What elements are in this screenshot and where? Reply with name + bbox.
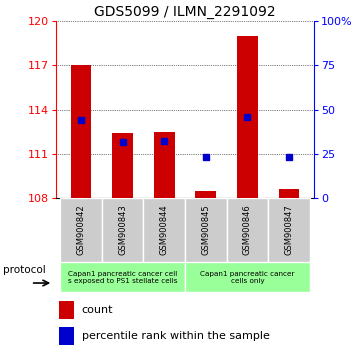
Text: GSM900844: GSM900844: [160, 205, 169, 256]
Bar: [279, 189, 300, 198]
Bar: [185, 262, 310, 292]
Bar: [112, 133, 133, 198]
Text: GSM900846: GSM900846: [243, 205, 252, 256]
Text: count: count: [82, 305, 113, 315]
Text: GSM900847: GSM900847: [284, 205, 293, 256]
Text: Capan1 pancreatic cancer cell
s exposed to PS1 stellate cells: Capan1 pancreatic cancer cell s exposed …: [68, 270, 177, 284]
Bar: [60, 198, 102, 262]
Bar: [185, 198, 227, 262]
Bar: [70, 65, 91, 198]
Title: GDS5099 / ILMN_2291092: GDS5099 / ILMN_2291092: [94, 5, 276, 19]
Text: GSM900845: GSM900845: [201, 205, 210, 256]
Bar: [143, 198, 185, 262]
Bar: [58, 327, 74, 345]
Bar: [60, 262, 185, 292]
Text: protocol: protocol: [3, 266, 45, 275]
Bar: [154, 132, 175, 198]
Bar: [102, 198, 143, 262]
Bar: [268, 198, 310, 262]
Bar: [227, 198, 268, 262]
Text: GSM900843: GSM900843: [118, 205, 127, 256]
Text: GSM900842: GSM900842: [77, 205, 86, 256]
Text: percentile rank within the sample: percentile rank within the sample: [82, 331, 270, 341]
Bar: [237, 36, 258, 198]
Text: Capan1 pancreatic cancer
cells only: Capan1 pancreatic cancer cells only: [200, 270, 295, 284]
Bar: [58, 301, 74, 319]
Bar: [195, 191, 216, 198]
